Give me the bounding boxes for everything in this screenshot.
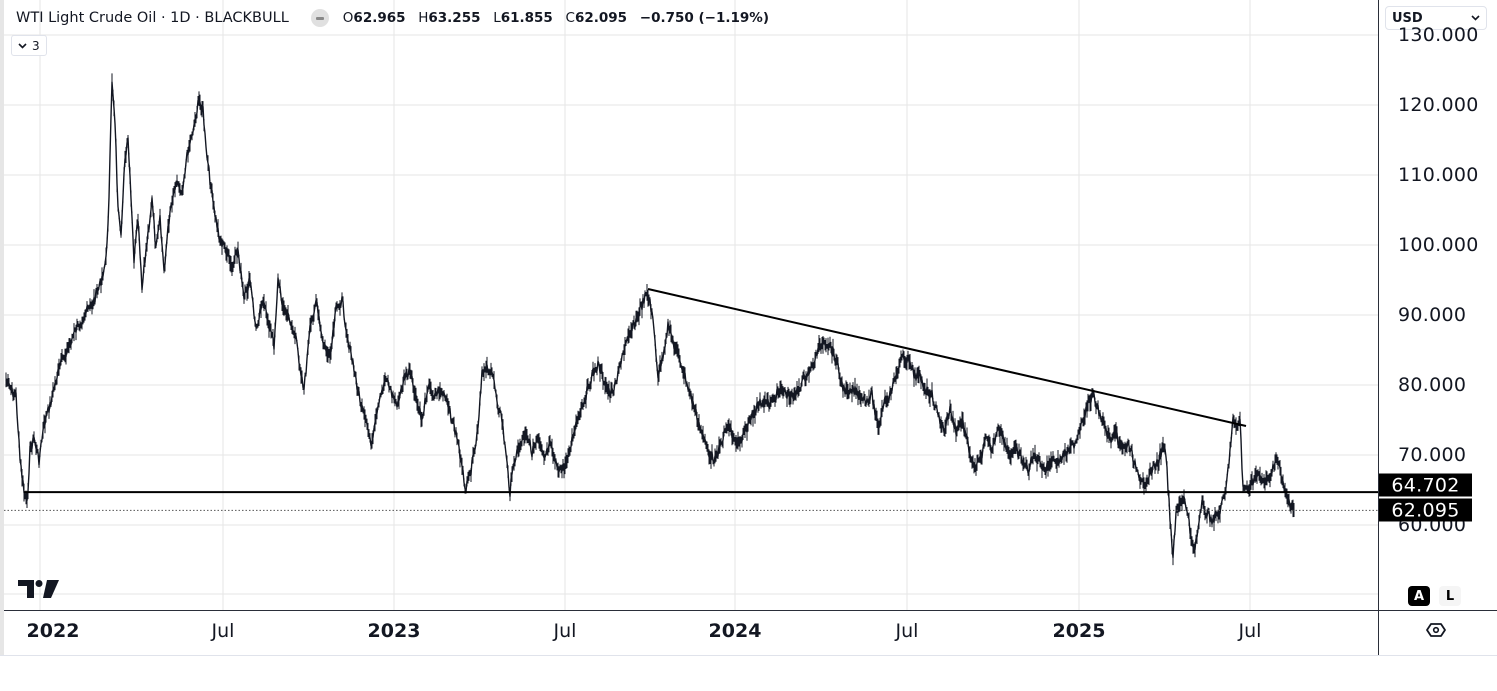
price-axis-label: 130.000 — [1398, 24, 1479, 46]
descending-trendline[interactable] — [647, 288, 1247, 427]
low-value: 61.855 — [500, 10, 553, 26]
time-axis-label: Jul — [211, 620, 235, 642]
time-axis-label: 2025 — [1052, 620, 1106, 642]
indicator-count: 3 — [32, 38, 40, 53]
price-axis-label: 110.000 — [1398, 164, 1479, 186]
chevron-down-icon — [18, 42, 27, 49]
chevron-down-icon — [1471, 15, 1480, 21]
left-edge-bar — [0, 0, 4, 655]
time-axis-label: 2022 — [26, 620, 80, 642]
currency-selector[interactable]: USD — [1385, 6, 1487, 30]
hide-legend-button[interactable] — [310, 9, 329, 27]
grid — [4, 0, 1378, 610]
time-axis-label: Jul — [553, 620, 577, 642]
time-axis-label: Jul — [1238, 620, 1262, 642]
symbol-title[interactable]: WTI Light Crude Oil · 1D · BLACKBULL — [16, 10, 289, 26]
indicators-collapse-button[interactable]: 3 — [11, 35, 47, 56]
auto-scale-button[interactable]: A — [1408, 586, 1430, 606]
last-price-tag[interactable]: 62.095 — [1379, 498, 1472, 522]
price-axis-label: 120.000 — [1398, 94, 1479, 116]
high-value: 63.255 — [428, 10, 481, 26]
log-scale-button[interactable]: L — [1439, 586, 1461, 606]
price-chart[interactable] — [0, 0, 1378, 610]
axis-corner — [1378, 610, 1497, 656]
low-label: L — [493, 10, 501, 26]
horizontal-line-tag[interactable]: 64.702 — [1379, 473, 1472, 497]
price-series-line — [5, 81, 1295, 559]
open-value: 62.965 — [353, 10, 406, 26]
close-value: 62.095 — [574, 10, 628, 26]
time-axis-label: 2024 — [708, 620, 762, 642]
price-axis-label: 80.000 — [1398, 374, 1467, 396]
high-label: H — [418, 10, 429, 26]
price-axis-label: 100.000 — [1398, 234, 1479, 256]
price-axis-label: 90.000 — [1398, 304, 1467, 326]
chart-window: WTI Light Crude Oil · 1D · BLACKBULL O62… — [0, 0, 1497, 656]
tradingview-logo-icon[interactable] — [18, 580, 60, 598]
change-value: −0.750 (−1.19%) — [639, 10, 769, 26]
currency-value: USD — [1392, 10, 1423, 26]
price-axis[interactable] — [1378, 0, 1497, 655]
time-axis[interactable] — [4, 610, 1378, 656]
chart-legend: WTI Light Crude Oil · 1D · BLACKBULL O62… — [16, 9, 769, 27]
chart-settings-eye-icon[interactable] — [1425, 622, 1447, 638]
ohlc-values: O62.965 H63.255 L61.855 C62.095 −0.750 (… — [343, 10, 769, 26]
open-label: O — [342, 10, 354, 26]
close-label: C — [565, 10, 575, 26]
time-axis-label: 2023 — [367, 620, 421, 642]
price-axis-label: 70.000 — [1398, 444, 1467, 466]
time-axis-label: Jul — [895, 620, 919, 642]
